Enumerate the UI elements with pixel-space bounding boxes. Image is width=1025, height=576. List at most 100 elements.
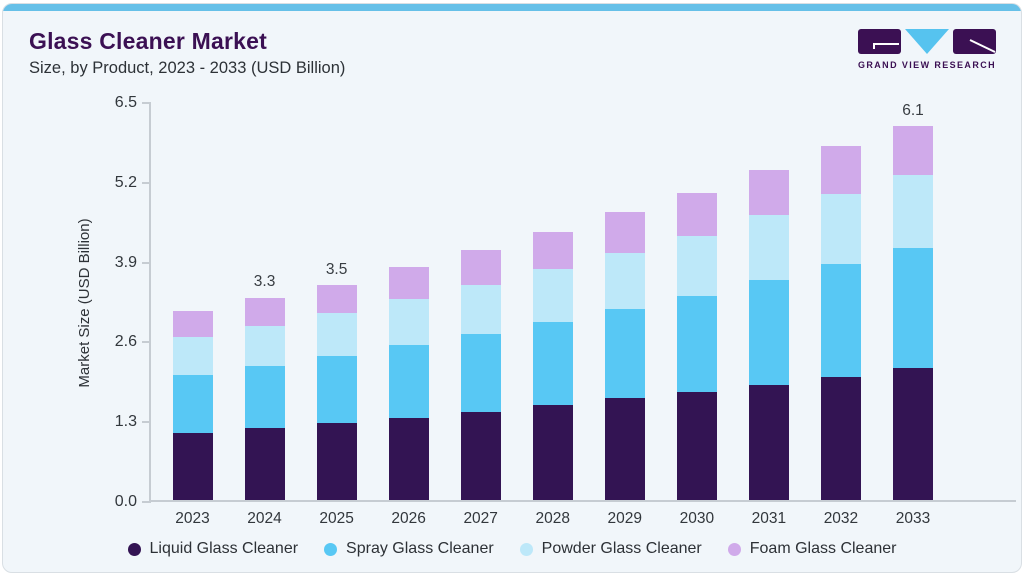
- logo-g-glyph: [873, 43, 899, 49]
- x-tick-label: 2028: [535, 510, 570, 527]
- page-title: Glass Cleaner Market: [29, 28, 267, 54]
- legend-item: Powder Glass Cleaner: [519, 540, 702, 558]
- bar-segment: [676, 392, 717, 500]
- bar-segment: [244, 428, 285, 500]
- x-tick-label: 2033: [895, 510, 931, 527]
- y-tick-mark: [142, 261, 151, 264]
- bar-2023: [172, 311, 213, 500]
- bar-2027: [460, 250, 501, 500]
- bar-2031: [748, 170, 789, 500]
- bar-segment: [604, 398, 645, 500]
- legend-swatch: [519, 542, 533, 556]
- bar-segment: [244, 325, 285, 366]
- legend-label: Liquid Glass Cleaner: [149, 540, 299, 557]
- y-axis-title: Market Size (USD Billion): [76, 218, 93, 388]
- bar-segment: [820, 193, 861, 265]
- y-tick-mark: [142, 181, 151, 184]
- bar-segment: [316, 355, 357, 424]
- y-tick-label: 2.6: [114, 333, 137, 351]
- legend: Liquid Glass Cleaner Spray Glass Cleaner P…: [3, 540, 1021, 558]
- bar-segment: [172, 433, 213, 500]
- bar-segment: [388, 417, 429, 500]
- x-tick-label: 2032: [823, 510, 859, 527]
- bar-2032: [820, 146, 861, 500]
- bar-2026: [388, 266, 429, 500]
- bar-segment: [244, 365, 285, 429]
- bar-segment: [893, 174, 933, 249]
- bar-segment: [532, 231, 573, 269]
- bar-segment: [893, 248, 933, 368]
- bar-segment: [820, 264, 861, 377]
- bar-total-label: 6.1: [902, 101, 924, 119]
- bar-segment: [676, 236, 717, 296]
- bar-segment: [172, 337, 213, 375]
- bar-2033: [893, 125, 933, 500]
- bar-segment: [604, 212, 645, 254]
- legend-label: Powder Glass Cleaner: [541, 540, 702, 557]
- y-tick-label: 6.5: [114, 94, 137, 111]
- bar-segment: [316, 285, 357, 313]
- bar-segment: [316, 423, 357, 500]
- bar-segment: [532, 404, 573, 500]
- bar-2025: [316, 285, 357, 500]
- page-subtitle: Size, by Product, 2023 - 2033 (USD Billi…: [29, 59, 346, 77]
- y-tick-mark: [142, 102, 151, 104]
- bar-segment: [748, 280, 789, 385]
- bar-segment: [676, 295, 717, 392]
- bar-segment: [748, 214, 789, 281]
- bar-2029: [604, 212, 645, 500]
- legend-label: Spray Glass Cleaner: [346, 540, 494, 557]
- logo-g-block: [858, 29, 901, 54]
- x-tick-label: 2023: [175, 510, 210, 527]
- card-top-accent-bar: [3, 4, 1021, 11]
- logo-r-glyph: [969, 39, 996, 53]
- y-tick-label: 5.2: [114, 173, 137, 191]
- bar-segment: [748, 170, 789, 215]
- bar-segment: [388, 266, 429, 299]
- bar-segment: [748, 384, 789, 500]
- legend-item: Liquid Glass Cleaner: [127, 540, 299, 558]
- x-tick-label: 2030: [679, 510, 715, 527]
- x-tick-label: 2027: [463, 510, 498, 527]
- bar-segment: [388, 298, 429, 346]
- bar-2030: [676, 192, 717, 500]
- logo-triangle-icon: [905, 29, 949, 54]
- chart-card: Glass Cleaner Market Size, by Product, 2…: [2, 3, 1022, 573]
- bar-segment: [820, 146, 861, 194]
- bar-segment: [820, 376, 861, 500]
- legend-swatch: [727, 542, 741, 556]
- grand-view-research-logo: GRAND VIEW RESEARCH: [855, 27, 999, 78]
- bar-segment: [460, 411, 501, 500]
- y-tick-label: 1.3: [114, 413, 137, 431]
- bar-segment: [460, 333, 501, 412]
- x-tick-label: 2029: [607, 510, 643, 527]
- bar-segment: [460, 250, 501, 285]
- y-tick-mark: [142, 421, 151, 424]
- logo-text: GRAND VIEW RESEARCH: [858, 60, 996, 71]
- bar-2024: [244, 297, 285, 500]
- bar-segment: [172, 311, 213, 338]
- bar-segment: [172, 374, 213, 434]
- legend-label: Foam Glass Cleaner: [749, 540, 897, 557]
- bar-segment: [676, 192, 717, 237]
- bar-segment: [532, 322, 573, 405]
- y-tick-mark: [142, 341, 151, 344]
- x-tick-label: 2026: [391, 510, 426, 527]
- y-tick-label: 0.0: [114, 493, 137, 510]
- bar-2028: [532, 231, 573, 500]
- x-tick-label: 2025: [319, 510, 354, 527]
- bar-segment: [316, 312, 357, 356]
- bar-segment: [604, 309, 645, 399]
- bar-segment: [460, 284, 501, 334]
- bar-segment: [893, 125, 933, 175]
- bar-total-label: 3.3: [253, 273, 276, 291]
- legend-swatch: [127, 542, 141, 556]
- y-tick-mark: [142, 501, 151, 503]
- y-tick-label: 3.9: [114, 253, 137, 271]
- x-tick-label: 2031: [751, 510, 787, 527]
- bar-segment: [388, 345, 429, 418]
- bar-segment: [532, 268, 573, 323]
- logo-graphic: GRAND VIEW RESEARCH: [858, 29, 996, 71]
- legend-item: Spray Glass Cleaner: [324, 540, 494, 558]
- plot-area: 2023 3.3 2024 3.5 2025 2026 2027 2028 2029 2030 20…: [115, 94, 1016, 527]
